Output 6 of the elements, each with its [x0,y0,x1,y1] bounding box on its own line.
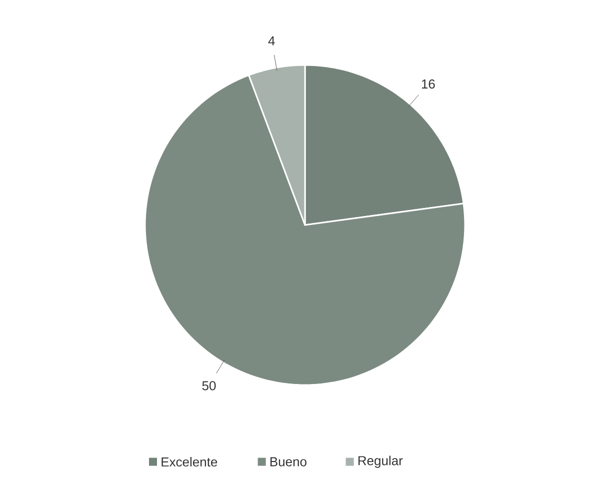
data-label: 50 [202,381,216,390]
legend-label: Excelente [162,457,218,467]
legend-label: Regular [358,456,403,468]
data-label: 4 [268,36,275,46]
data-label: 16 [422,79,435,89]
legend-label: Bueno [270,457,306,466]
